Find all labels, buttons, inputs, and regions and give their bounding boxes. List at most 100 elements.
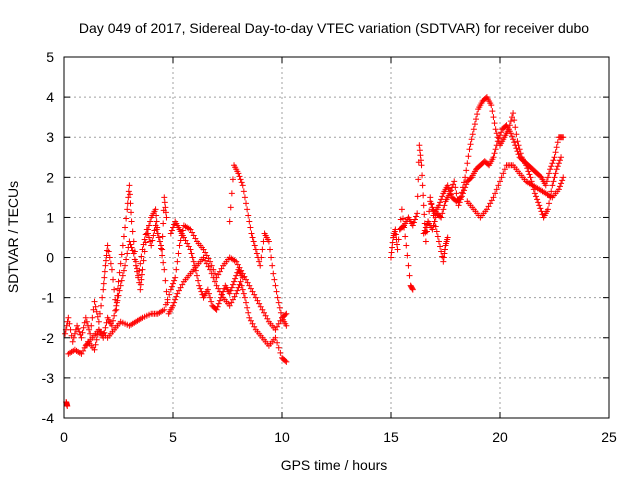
data-point	[66, 320, 73, 327]
data-point	[437, 199, 444, 206]
data-point	[170, 224, 176, 231]
data-point	[137, 281, 144, 288]
data-point	[67, 326, 74, 333]
x-tick-label: 5	[169, 429, 177, 445]
data-point	[91, 346, 98, 353]
data-point	[432, 223, 439, 230]
data-point	[389, 244, 396, 251]
data-point	[120, 267, 127, 274]
data-point	[485, 203, 492, 210]
data-point	[399, 215, 406, 222]
data-point	[501, 166, 508, 173]
data-point	[437, 213, 444, 220]
data-point	[515, 151, 522, 158]
data-point	[543, 178, 550, 185]
data-point	[96, 310, 103, 317]
data-point	[101, 274, 108, 281]
data-point	[446, 190, 453, 197]
data-points	[62, 94, 567, 409]
data-point	[187, 226, 194, 233]
data-point	[227, 287, 234, 294]
data-point	[272, 326, 279, 333]
data-point	[241, 194, 248, 201]
data-point	[175, 287, 182, 294]
data-point	[118, 251, 125, 258]
data-point	[164, 296, 171, 303]
data-point	[196, 282, 203, 289]
data-point	[247, 317, 254, 324]
data-point	[111, 286, 118, 293]
data-point	[487, 200, 494, 207]
data-point	[211, 278, 218, 285]
data-point	[388, 249, 395, 256]
data-point	[542, 182, 549, 189]
data-point	[160, 220, 167, 227]
data-point	[200, 254, 207, 261]
data-point	[125, 194, 132, 201]
data-point	[171, 299, 178, 306]
data-point	[271, 276, 278, 283]
data-point	[550, 157, 557, 164]
data-point	[80, 324, 87, 331]
data-point	[549, 182, 556, 189]
data-point	[416, 142, 423, 149]
data-point	[547, 166, 554, 173]
data-point	[235, 170, 242, 177]
data-point	[144, 230, 151, 237]
data-point	[122, 224, 129, 231]
data-point	[110, 317, 117, 324]
data-point	[532, 193, 539, 200]
data-point	[189, 229, 196, 236]
data-point	[429, 206, 436, 213]
data-point	[82, 314, 89, 321]
data-point	[213, 306, 220, 313]
data-point	[531, 190, 538, 197]
data-point	[548, 163, 555, 170]
data-point	[146, 222, 153, 229]
data-point	[250, 238, 257, 245]
data-point	[150, 232, 157, 239]
data-point	[185, 243, 192, 250]
data-point	[227, 204, 234, 211]
data-point	[162, 277, 169, 284]
data-point	[434, 233, 441, 240]
data-point	[440, 206, 447, 213]
data-point	[392, 231, 399, 238]
data-point	[461, 187, 468, 194]
data-point	[467, 141, 474, 148]
data-point	[493, 186, 500, 193]
data-point	[411, 216, 418, 223]
data-point	[168, 227, 175, 234]
data-point	[237, 176, 244, 183]
data-point	[455, 202, 462, 209]
data-point	[273, 288, 280, 295]
data-point	[419, 172, 426, 179]
data-point	[102, 324, 109, 331]
data-point	[237, 278, 244, 285]
data-point	[102, 262, 109, 269]
data-point	[388, 254, 394, 261]
data-point	[491, 150, 498, 157]
data-point	[172, 296, 179, 303]
data-point	[226, 302, 233, 309]
data-point	[126, 238, 133, 245]
data-point	[188, 250, 195, 257]
data-point	[489, 108, 496, 115]
data-point	[239, 286, 246, 293]
data-point	[422, 238, 429, 245]
data-point	[265, 238, 272, 245]
data-point	[207, 294, 214, 301]
data-point	[463, 167, 470, 174]
data-point	[467, 175, 474, 182]
data-point	[149, 237, 156, 244]
data-point	[466, 146, 473, 153]
data-point	[431, 218, 438, 225]
data-point	[510, 136, 517, 143]
data-point	[275, 344, 282, 351]
data-point	[102, 257, 109, 264]
data-point	[229, 281, 236, 288]
y-tick-label: 0	[46, 250, 54, 266]
data-point	[456, 199, 463, 206]
data-point	[124, 250, 131, 257]
